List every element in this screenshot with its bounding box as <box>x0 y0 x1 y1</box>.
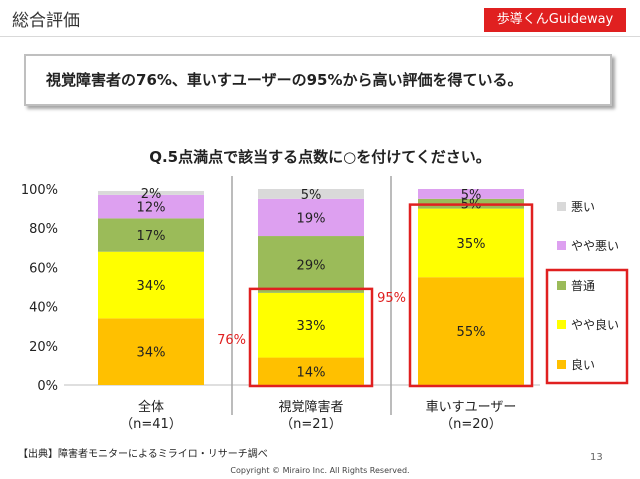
data-label: 17% <box>137 229 166 244</box>
bar-segment <box>98 218 204 252</box>
bar-segment <box>98 318 204 385</box>
source-note: 【出典】障害者モニターによるミライロ・リサーチ調べ <box>18 449 268 460</box>
bar-segment <box>418 277 524 385</box>
page-title: 総合評価 <box>12 11 80 31</box>
x-category-label: 全体 <box>138 399 164 415</box>
header-divider <box>0 36 640 37</box>
bar-segment <box>258 292 364 358</box>
legend-label: 普通 <box>571 279 595 293</box>
legend-label: やや良い <box>571 317 619 332</box>
legend-swatch <box>557 360 566 369</box>
highlight-box <box>408 203 534 388</box>
bar-segment <box>98 194 204 219</box>
data-label: 34% <box>137 346 166 361</box>
x-category-label: 車いすユーザー <box>426 400 517 415</box>
data-label: 5% <box>461 188 482 203</box>
chart-question: Q.5点満点で該当する点数に○を付けてください。 <box>149 148 491 166</box>
data-label: 55% <box>457 325 486 340</box>
bar-segment <box>258 198 364 237</box>
page-number: 13 <box>590 452 603 463</box>
y-tick-label: 0% <box>37 379 58 394</box>
data-label: 12% <box>137 201 166 216</box>
data-label: 5% <box>301 188 322 203</box>
y-tick-label: 40% <box>29 301 58 316</box>
legend-swatch <box>557 281 566 290</box>
legend-label: 悪い <box>571 200 595 214</box>
legend-label: 良い <box>571 357 595 372</box>
brand-badge: 歩導くんGuideway <box>484 8 626 32</box>
bar-segment <box>418 189 524 199</box>
x-category-n: （n=21） <box>280 417 342 432</box>
data-label: 2% <box>141 187 162 202</box>
bar-segment <box>258 357 364 385</box>
legend-swatch <box>557 241 566 250</box>
y-tick-label: 80% <box>29 222 58 237</box>
data-label: 34% <box>137 279 166 294</box>
copyright: Copyright © Mirairo Inc. All Rights Rese… <box>230 466 410 475</box>
callout-label: 76% <box>217 333 246 348</box>
data-label: 33% <box>297 319 326 334</box>
summary-text: 視覚障害者の76%、車いすユーザーの95%から高い評価を得ている。 <box>46 71 523 89</box>
data-label: 14% <box>297 365 326 380</box>
y-tick-label: 20% <box>29 340 58 355</box>
callout-label: 95% <box>377 291 406 306</box>
y-tick-label: 100% <box>21 183 58 198</box>
highlight-box <box>248 287 374 388</box>
data-label: 19% <box>297 211 326 226</box>
x-category-label: 視覚障害者 <box>278 399 343 415</box>
bar-segment <box>98 190 204 195</box>
bar-segment <box>418 208 524 278</box>
x-category-n: （n=20） <box>440 417 502 432</box>
legend-label: やや悪い <box>571 239 619 253</box>
bar-segment <box>98 251 204 319</box>
legend-highlight-box <box>545 268 629 385</box>
x-category-n: （n=41） <box>120 417 182 432</box>
bar-segment <box>258 189 364 199</box>
data-label: 35% <box>457 237 486 252</box>
summary-box: 視覚障害者の76%、車いすユーザーの95%から高い評価を得ている。 <box>24 54 612 106</box>
data-label: 29% <box>297 258 326 273</box>
legend-swatch <box>557 320 566 329</box>
y-tick-label: 60% <box>29 261 58 276</box>
bar-segment <box>258 236 364 293</box>
legend-swatch <box>557 202 566 211</box>
